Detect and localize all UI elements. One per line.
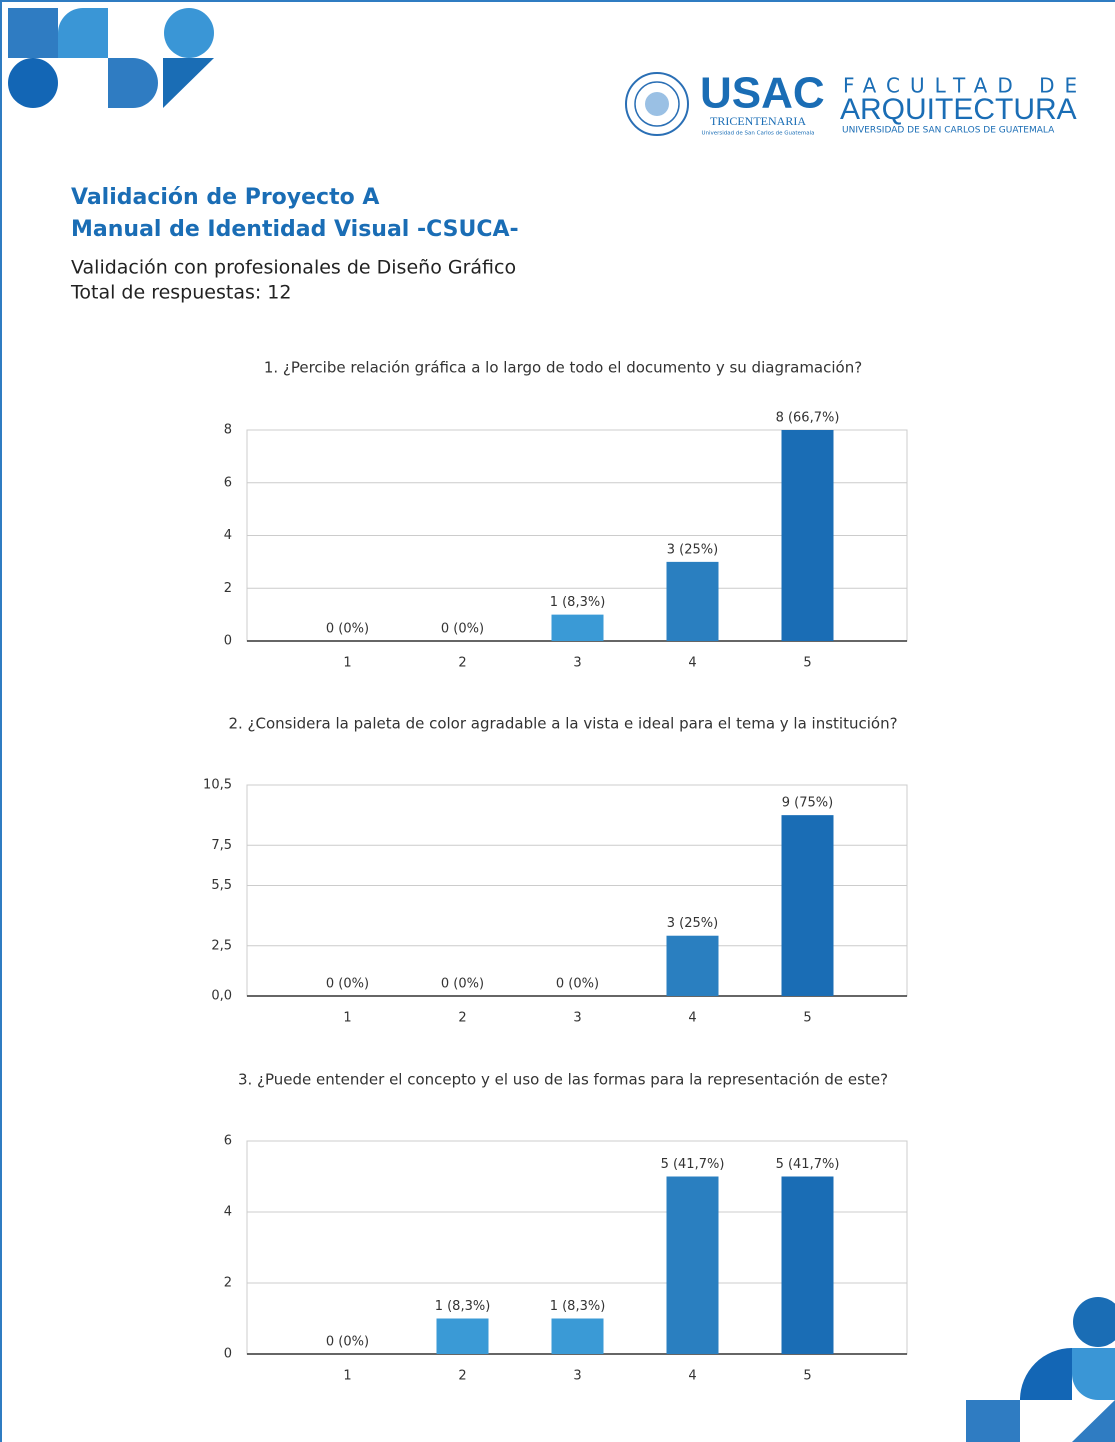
- value-label: 0 (0%): [326, 977, 369, 992]
- value-label: 0 (0%): [556, 977, 599, 992]
- bar: [781, 815, 834, 996]
- x-tick-label: 1: [343, 1011, 351, 1026]
- y-tick-label: 8: [224, 423, 232, 438]
- y-tick-label: 2: [224, 581, 232, 596]
- value-label: 1 (8,3%): [550, 1299, 606, 1314]
- decoration-bottom-right: [966, 1297, 1115, 1442]
- bar: [666, 935, 719, 996]
- x-tick-label: 2: [458, 1369, 466, 1384]
- value-label: 0 (0%): [441, 622, 484, 637]
- x-tick-label: 5: [803, 1369, 811, 1384]
- x-tick-label: 5: [803, 656, 811, 671]
- x-tick-label: 1: [343, 656, 351, 671]
- value-label: 9 (75%): [782, 796, 833, 811]
- x-tick-label: 3: [573, 1011, 581, 1026]
- x-tick-label: 2: [458, 656, 466, 671]
- value-label: 8 (66,7%): [776, 411, 840, 426]
- value-label: 0 (0%): [441, 977, 484, 992]
- y-tick-label: 7,5: [211, 838, 232, 853]
- x-tick-label: 3: [573, 1369, 581, 1384]
- y-tick-label: 2,5: [211, 938, 232, 953]
- chart-title: 2. ¿Considera la paleta de color agradab…: [228, 715, 897, 733]
- usac-subtext: Universidad de San Carlos de Guatemala: [701, 131, 814, 137]
- title: Manual de Identidad Visual -CSUCA-: [71, 217, 519, 242]
- y-tick-label: 4: [224, 1205, 232, 1220]
- value-label: 3 (25%): [667, 542, 718, 557]
- value-label: 1 (8,3%): [550, 595, 606, 610]
- x-tick-label: 5: [803, 1011, 811, 1026]
- value-label: 3 (25%): [667, 916, 718, 931]
- y-tick-label: 2: [224, 1276, 232, 1291]
- y-tick-label: 0: [224, 634, 232, 649]
- bar: [666, 561, 719, 641]
- chart-title: 1. ¿Percibe relación gráfica a lo largo …: [264, 359, 862, 377]
- value-label: 0 (0%): [326, 1335, 369, 1350]
- x-tick-label: 3: [573, 656, 581, 671]
- usac-seal: [625, 72, 689, 136]
- x-tick-label: 4: [688, 656, 696, 671]
- bar: [551, 614, 604, 641]
- arq-subtext: UNIVERSIDAD DE SAN CARLOS DE GUATEMALA: [842, 126, 1055, 136]
- x-tick-label: 1: [343, 1369, 351, 1384]
- value-label: 0 (0%): [326, 622, 369, 637]
- facultad: FACULTAD DE: [843, 74, 1087, 98]
- y-tick-label: 0: [224, 1347, 232, 1362]
- y-tick-label: 4: [224, 528, 232, 543]
- value-label: 1 (8,3%): [435, 1299, 491, 1314]
- bar: [436, 1318, 489, 1354]
- title: Validación de Proyecto A: [71, 185, 379, 210]
- value-label: 5 (41,7%): [776, 1157, 840, 1172]
- subtitle: Total de respuestas: 12: [70, 282, 292, 304]
- decoration-top-left: [8, 8, 214, 108]
- y-tick-label: 5,5: [211, 878, 232, 893]
- x-tick-label: 4: [688, 1369, 696, 1384]
- bar: [666, 1176, 719, 1354]
- y-tick-label: 6: [224, 475, 232, 490]
- subtitle: Validación con profesionales de Diseño G…: [71, 257, 516, 279]
- y-tick-label: 6: [224, 1134, 232, 1149]
- tricentenaria: TRICENTENARIA: [710, 114, 806, 128]
- x-tick-label: 2: [458, 1011, 466, 1026]
- usac-text: USAC: [700, 69, 825, 118]
- arquitectura: ARQUITECTURA: [840, 93, 1077, 126]
- chart-title: 3. ¿Puede entender el concepto y el uso …: [238, 1071, 888, 1089]
- y-tick-label: 0,0: [211, 989, 232, 1004]
- y-tick-label: 10,5: [203, 778, 232, 793]
- bar: [781, 1176, 834, 1354]
- value-label: 5 (41,7%): [661, 1157, 725, 1172]
- bar: [551, 1318, 604, 1354]
- x-tick-label: 4: [688, 1011, 696, 1026]
- bar: [781, 430, 834, 641]
